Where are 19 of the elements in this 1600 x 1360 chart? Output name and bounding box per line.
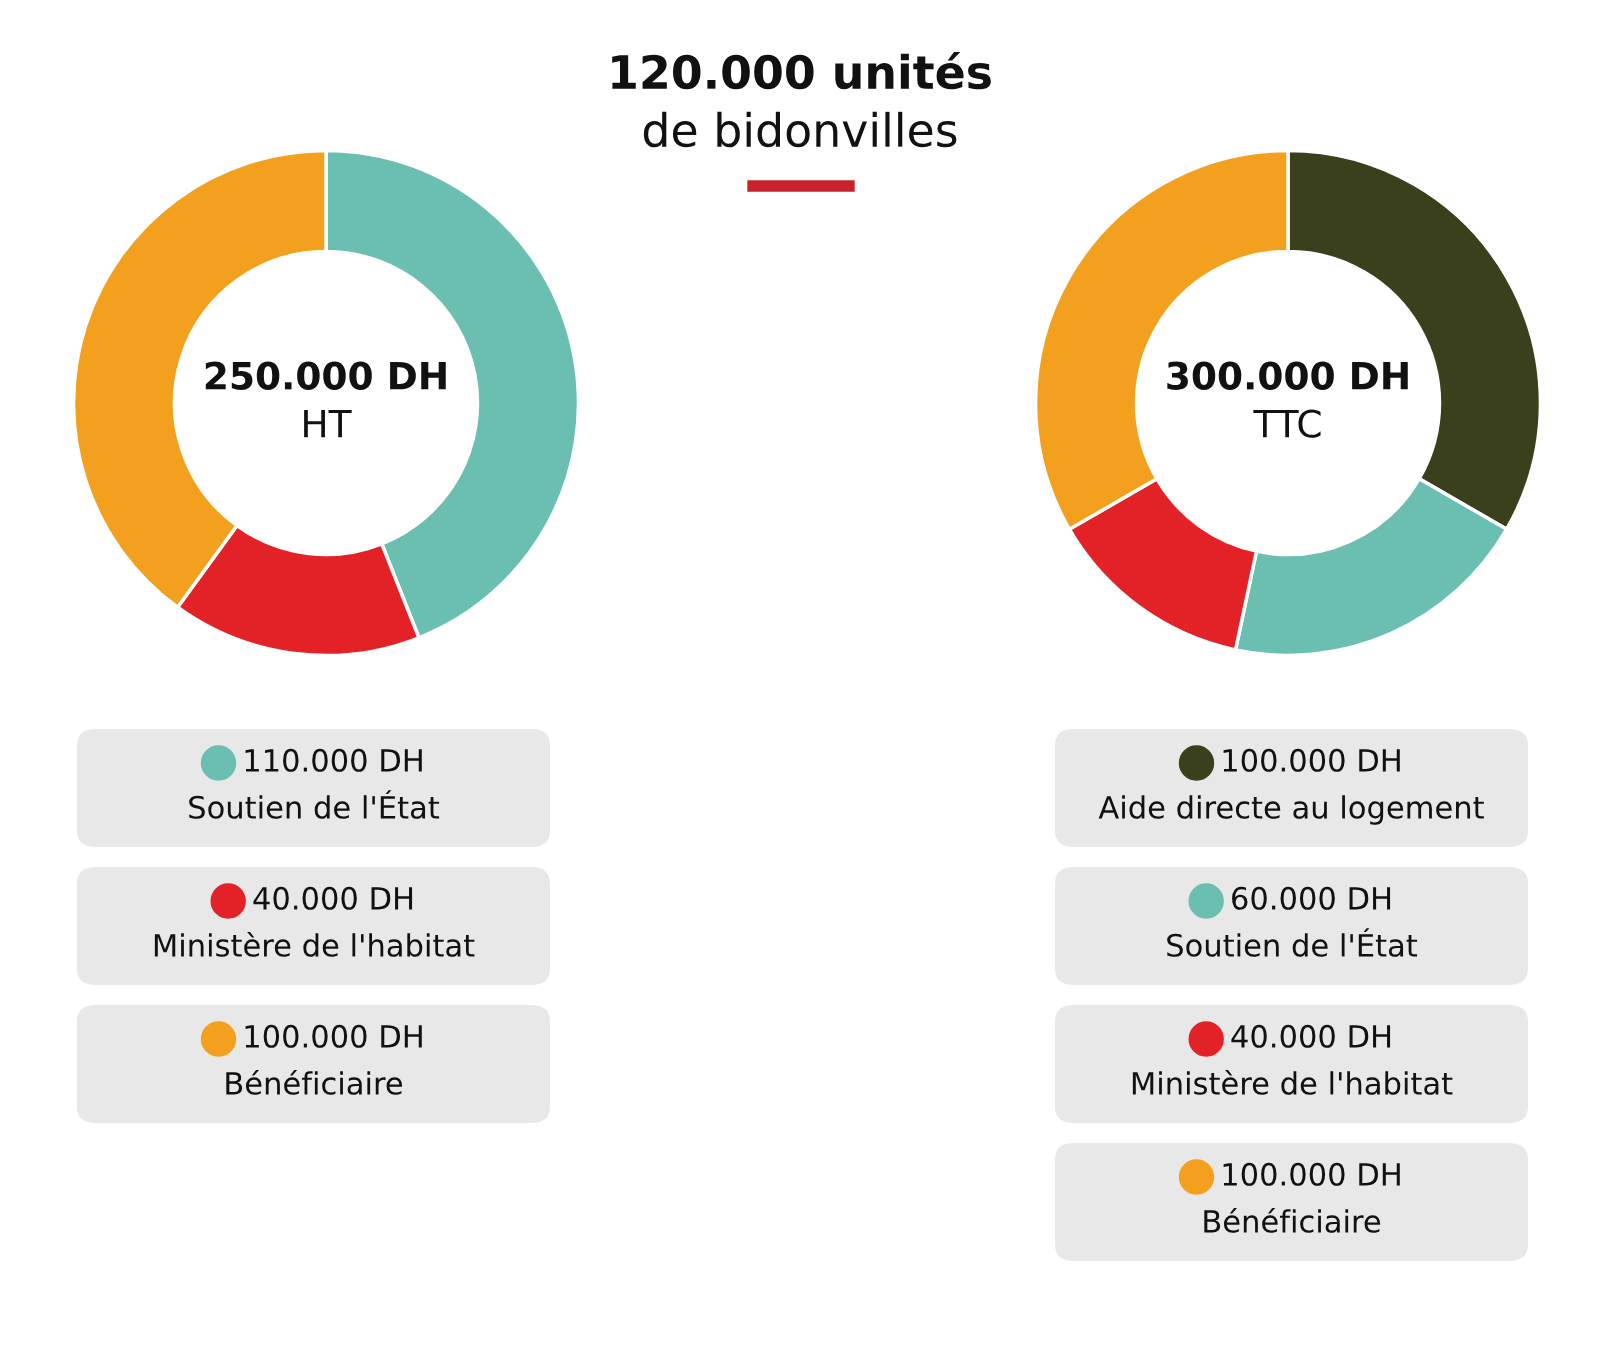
legend-label: Ministère de l'habitat [1132, 1069, 1453, 1095]
legend-label: Ministère de l'habitat [154, 931, 475, 957]
text: TTC [1253, 409, 1321, 438]
data-label: 40.000 DH [253, 886, 413, 910]
legend-label: Soutien de l'État [1167, 928, 1418, 957]
data-label: 60.000 DH [1232, 886, 1391, 910]
text: 120.000 unités de bidonvilles [612, 51, 991, 148]
legend-label: Soutien de l'État [189, 790, 440, 819]
text: HT [304, 409, 352, 438]
legend-label: Bénéficiaire [226, 1069, 403, 1095]
data-label: 100.000 DH [245, 1024, 422, 1048]
legend-label: Bénéficiaire [1204, 1207, 1381, 1233]
data-label: 100.000 DH [1223, 1162, 1400, 1186]
data-label: 40.000 DH [1231, 1024, 1391, 1048]
data-label: 100.000 DH [1223, 748, 1400, 772]
legend-label: Aide directe au logement [1098, 795, 1484, 825]
text: 250.000 DH [205, 361, 446, 390]
data-label: 110.000 DH [245, 748, 422, 772]
text: 300.000 DH [1167, 361, 1408, 390]
